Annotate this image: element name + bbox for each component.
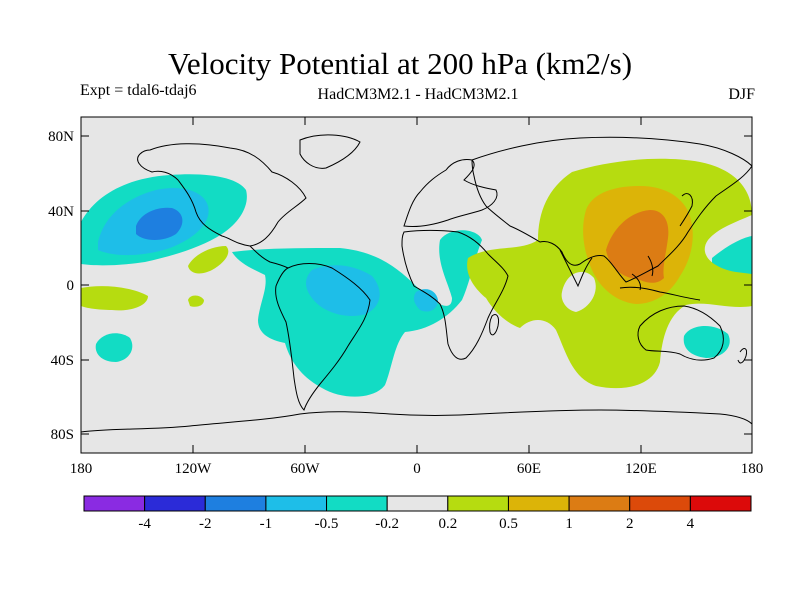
contour-ne-pacific-inner — [136, 207, 183, 240]
season-label: DJF — [728, 86, 755, 103]
lat-label: 80N — [48, 129, 74, 145]
colorbar-label: -2 — [199, 516, 212, 532]
lon-label: 120W — [175, 461, 213, 477]
contour-west-pacific-patch — [81, 286, 148, 311]
coast-india — [559, 249, 593, 288]
colorbar-label: -0.5 — [315, 516, 339, 532]
colorbar-label: 2 — [626, 516, 634, 532]
colorbar-cell — [447, 495, 509, 512]
contour-indian-ocean-hole — [561, 271, 596, 312]
lat-ticks — [81, 135, 752, 435]
colorbar-cell — [629, 495, 691, 512]
lon-label: 60E — [517, 461, 541, 477]
lat-label: 80S — [51, 427, 74, 443]
contour-east-pacific-patch — [188, 246, 229, 274]
colorbar-cell — [507, 495, 570, 512]
lon-labels: 180 120W 60W 0 60E 120E 180 — [70, 461, 764, 477]
colorbar-cell — [144, 495, 206, 512]
colorbar-cell — [265, 495, 328, 512]
colorbar-cell — [386, 495, 449, 512]
coast-south-america — [275, 263, 371, 411]
colorbar-cell — [83, 495, 146, 512]
coast-japan — [679, 193, 693, 227]
lon-label: 180 — [741, 461, 764, 477]
colorbar-label: -1 — [260, 516, 273, 532]
contour-asia-positive-inner — [606, 210, 669, 283]
colorbar-label: 0.5 — [499, 516, 518, 532]
contour-fields — [81, 158, 752, 397]
coast-greenland — [299, 134, 361, 169]
contour-south-pacific-patch — [95, 333, 133, 362]
colorbar-cell — [204, 495, 267, 512]
lon-label: 120E — [625, 461, 657, 477]
contour-south-america-inner — [306, 265, 380, 317]
coast-europe — [403, 159, 498, 227]
colorbar-cell — [568, 495, 631, 512]
colorbar-cell — [326, 495, 388, 512]
colorbar — [83, 495, 752, 512]
contour-small-pacific-blob — [188, 295, 204, 307]
colorbar-label: 0.2 — [438, 516, 457, 532]
coast-australia — [637, 305, 724, 361]
model-label: HadCM3M2.1 - HadCM3M2.1 — [317, 86, 519, 103]
coast-central-america — [249, 245, 289, 269]
experiment-label: Expt = tdal6-tdaj6 — [80, 82, 197, 99]
contour-australia-patch — [683, 325, 730, 358]
colorbar-label: -0.2 — [375, 516, 399, 532]
coast-north-america — [137, 143, 307, 247]
colorbar-label: -4 — [138, 516, 151, 532]
coastlines — [81, 134, 752, 433]
lat-label: 0 — [67, 278, 75, 294]
lon-label: 60W — [290, 461, 320, 477]
coast-asia — [471, 136, 752, 283]
coast-africa — [401, 230, 509, 360]
lat-labels: 80N 40N 0 40S 80S — [48, 129, 74, 443]
coast-antarctica — [81, 409, 752, 433]
chart-title: Velocity Potential at 200 hPa (km2/s) — [167, 46, 633, 81]
lon-ticks — [192, 117, 642, 453]
contour-gulf-guinea — [413, 289, 438, 312]
coast-madagascar — [489, 313, 499, 336]
colorbar-cell — [689, 495, 752, 512]
lat-label: 40N — [48, 204, 74, 220]
coast-indonesia — [619, 273, 701, 301]
colorbar-labels: -4 -2 -1 -0.5 -0.2 0.2 0.5 1 2 4 — [138, 516, 694, 532]
coast-philippines — [647, 255, 654, 277]
lon-label: 0 — [413, 461, 421, 477]
coast-new-zealand — [737, 348, 747, 364]
colorbar-label: 4 — [687, 516, 695, 532]
contour-far-east-pacific — [712, 236, 752, 276]
lat-label: 40S — [51, 353, 74, 369]
lon-label: 180 — [70, 461, 93, 477]
colorbar-label: 1 — [565, 516, 573, 532]
